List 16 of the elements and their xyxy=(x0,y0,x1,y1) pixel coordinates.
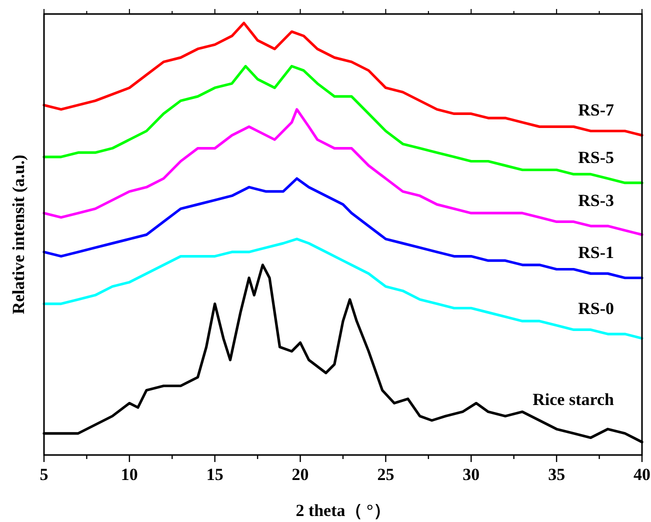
series-label: RS-1 xyxy=(578,242,614,262)
x-tick-label: 35 xyxy=(548,465,566,484)
x-tick-label: 25 xyxy=(377,465,394,484)
x-axis-title: 2 theta（ °） xyxy=(296,501,390,520)
series-label: RS-7 xyxy=(578,100,614,120)
x-tick-label: 15 xyxy=(206,465,224,484)
x-tick-label: 20 xyxy=(292,465,309,484)
series-label: RS-5 xyxy=(578,148,614,167)
x-tick-label: 30 xyxy=(462,465,480,484)
series-label: RS-3 xyxy=(578,191,614,210)
y-axis-title: Relative intensit (a.u.) xyxy=(9,154,28,314)
x-tick-label: 5 xyxy=(40,465,48,484)
series-label: Rice starch xyxy=(532,390,615,409)
series-label: RS-0 xyxy=(578,299,614,318)
x-tick-label: 40 xyxy=(634,465,650,484)
x-tick-label: 10 xyxy=(120,465,138,484)
